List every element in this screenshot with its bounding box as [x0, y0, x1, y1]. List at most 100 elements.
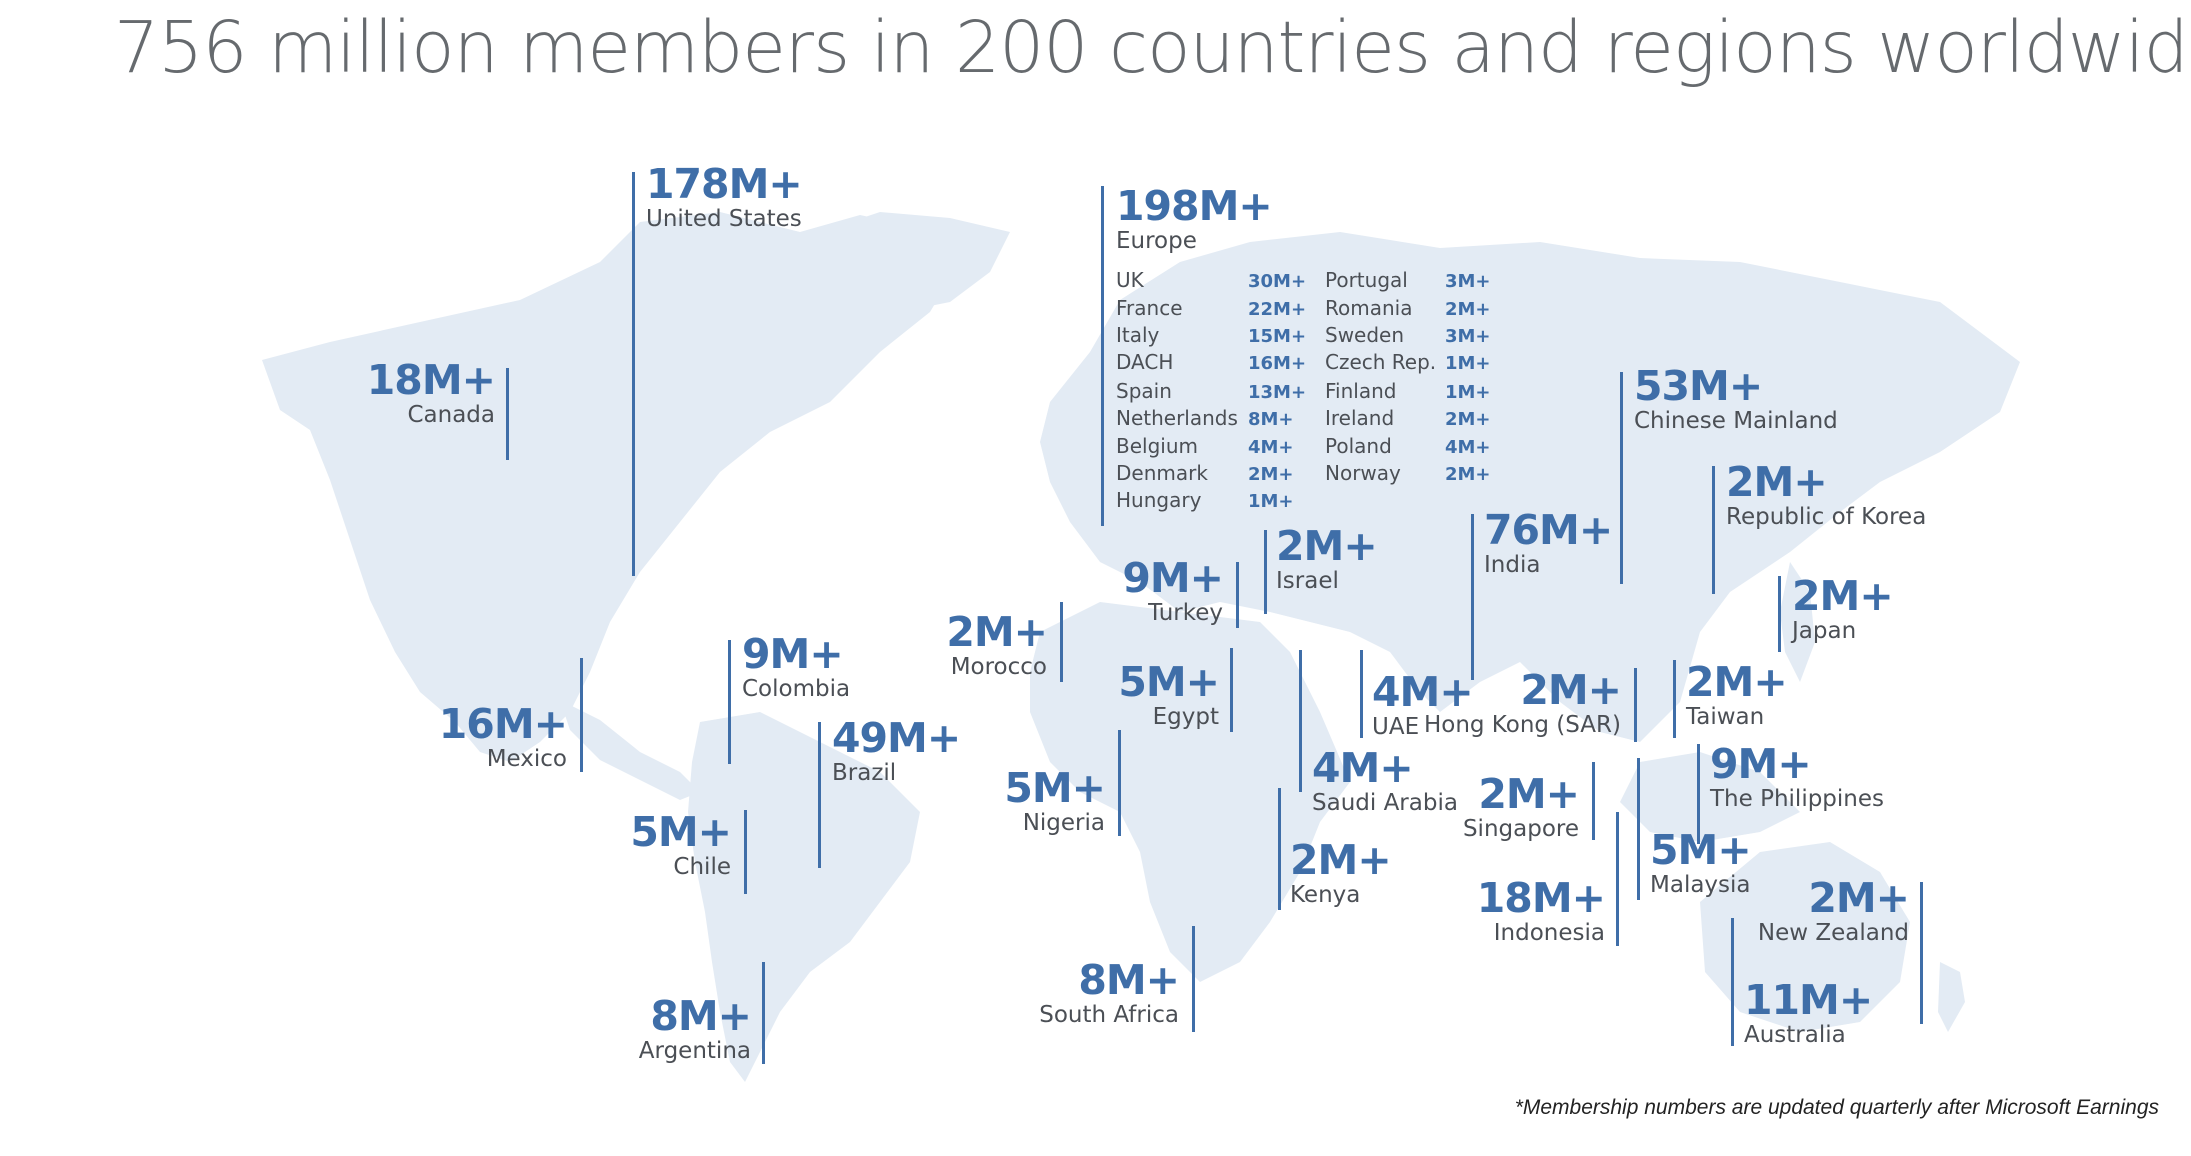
footnote: *Membership numbers are updated quarterl… — [1514, 1096, 2159, 1119]
label-new-zealand: 2M+ New Zealand — [1757, 876, 1910, 946]
europe-country-name: Hungary — [1116, 488, 1202, 512]
name-europe: Europe — [1116, 228, 1197, 254]
europe-row: Finland 1M+ — [1325, 379, 1491, 403]
europe-country-value: 3M+ — [1445, 326, 1491, 347]
central-america-shape — [560, 700, 700, 800]
greenland-shape — [820, 212, 1010, 312]
europe-country-name: Czech Rep. — [1325, 350, 1437, 374]
leader-canada — [506, 368, 509, 460]
europe-country-name: Ireland — [1325, 406, 1395, 430]
label-malaysia: 5M+ Malaysia — [1650, 828, 1752, 898]
new-zealand-shape — [1938, 962, 1965, 1032]
europe-country-value: 3M+ — [1445, 271, 1491, 292]
value-colombia: 9M+ — [742, 630, 844, 678]
label-japan: 2M+ Japan — [1792, 572, 1894, 644]
leader-saudi-arabia — [1299, 650, 1302, 792]
europe-country-value: 8M+ — [1248, 409, 1294, 430]
name-philippines: The Philippines — [1710, 786, 1885, 812]
value-indonesia: 18M+ — [1476, 874, 1606, 922]
name-indonesia: Indonesia — [1493, 920, 1605, 946]
europe-row: Spain 13M+ — [1116, 379, 1306, 403]
europe-country-name: Finland — [1325, 379, 1397, 403]
label-taiwan: 2M+ Taiwan — [1686, 658, 1788, 730]
name-new-zealand: New Zealand — [1757, 920, 1909, 946]
value-brazil: 49M+ — [832, 714, 961, 762]
europe-country-name: Belgium — [1116, 434, 1198, 458]
leader-new-zealand — [1920, 882, 1923, 1024]
europe-country-value: 30M+ — [1248, 271, 1307, 292]
europe-row: Ireland 2M+ — [1325, 406, 1491, 430]
name-colombia: Colombia — [742, 676, 851, 702]
name-south-africa: South Africa — [1039, 1002, 1179, 1028]
label-kenya: 2M+ Kenya — [1290, 838, 1392, 908]
name-uae: UAE — [1372, 714, 1420, 740]
value-israel: 2M+ — [1276, 522, 1378, 570]
europe-country-name: Romania — [1325, 296, 1413, 320]
europe-country-name: Portugal — [1325, 268, 1408, 292]
leader-united-states — [632, 172, 635, 576]
name-nigeria: Nigeria — [1022, 810, 1105, 836]
value-taiwan: 2M+ — [1686, 658, 1788, 706]
europe-row: Hungary 1M+ — [1116, 488, 1294, 512]
name-morocco: Morocco — [950, 654, 1047, 680]
label-hong-kong: 2M+ Hong Kong (SAR) — [1423, 666, 1622, 738]
leader-australia — [1731, 918, 1734, 1046]
value-philippines: 9M+ — [1710, 740, 1812, 788]
name-kenya: Kenya — [1290, 882, 1361, 908]
leader-europe — [1101, 186, 1104, 526]
africa-shape — [1030, 602, 1350, 982]
value-south-africa: 8M+ — [1078, 956, 1180, 1004]
europe-country-name: Norway — [1325, 461, 1401, 485]
europe-country-name: Poland — [1325, 434, 1392, 458]
europe-country-name: DACH — [1116, 350, 1174, 374]
europe-country-value: 2M+ — [1445, 464, 1491, 485]
label-indonesia: 18M+ Indonesia — [1476, 874, 1606, 946]
europe-country-name: France — [1116, 296, 1183, 320]
value-japan: 2M+ — [1792, 572, 1894, 620]
europe-row: France 22M+ — [1116, 296, 1306, 320]
japan-shape — [1780, 562, 1815, 682]
label-brazil: 49M+ Brazil — [832, 714, 961, 786]
value-europe: 198M+ — [1116, 182, 1273, 230]
europe-row: Romania 2M+ — [1325, 296, 1491, 320]
continents — [262, 212, 2020, 1082]
label-south-africa: 8M+ South Africa — [1039, 956, 1180, 1028]
leader-singapore — [1592, 762, 1595, 840]
leader-brazil — [818, 722, 821, 868]
label-europe: 198M+ Europe — [1116, 182, 1273, 254]
name-chinese-mainland: Chinese Mainland — [1634, 408, 1838, 434]
label-egypt: 5M+ Egypt — [1118, 660, 1220, 730]
name-hong-kong: Hong Kong (SAR) — [1423, 712, 1621, 738]
value-saudi-arabia: 4M+ — [1312, 744, 1414, 792]
leader-indonesia — [1616, 812, 1619, 946]
north-america-shape — [262, 212, 960, 762]
value-hong-kong: 2M+ — [1520, 666, 1622, 714]
europe-country-name: Denmark — [1116, 461, 1208, 485]
europe-row: Belgium 4M+ — [1116, 434, 1294, 458]
value-chinese-mainland: 53M+ — [1634, 362, 1763, 410]
leader-turkey — [1236, 562, 1239, 628]
europe-country-name: Netherlands — [1116, 406, 1238, 430]
value-singapore: 2M+ — [1478, 770, 1580, 818]
value-chile: 5M+ — [630, 808, 732, 856]
europe-country-name: Spain — [1116, 379, 1172, 403]
title-text: 756 million members in 200 countries and… — [114, 6, 2191, 89]
europe-country-value: 16M+ — [1248, 353, 1307, 374]
name-taiwan: Taiwan — [1686, 704, 1765, 730]
europe-country-value: 22M+ — [1248, 299, 1307, 320]
name-mexico: Mexico — [486, 746, 567, 772]
name-republic-of-korea: Republic of Korea — [1726, 504, 1927, 530]
leader-egypt — [1230, 648, 1233, 732]
label-nigeria: 5M+ Nigeria — [1004, 766, 1106, 836]
leader-hong-kong — [1634, 668, 1637, 742]
leader-mexico — [580, 658, 583, 772]
europe-country-value: 1M+ — [1445, 353, 1491, 374]
europe-row: Norway 2M+ — [1325, 461, 1491, 485]
value-mexico: 16M+ — [438, 700, 568, 748]
label-philippines: 9M+ The Philippines — [1710, 742, 1884, 812]
leader-philippines — [1697, 744, 1700, 844]
europe-country-value: 1M+ — [1248, 491, 1294, 512]
europe-country-name: UK — [1116, 268, 1144, 292]
europe-row: Poland 4M+ — [1325, 434, 1491, 458]
